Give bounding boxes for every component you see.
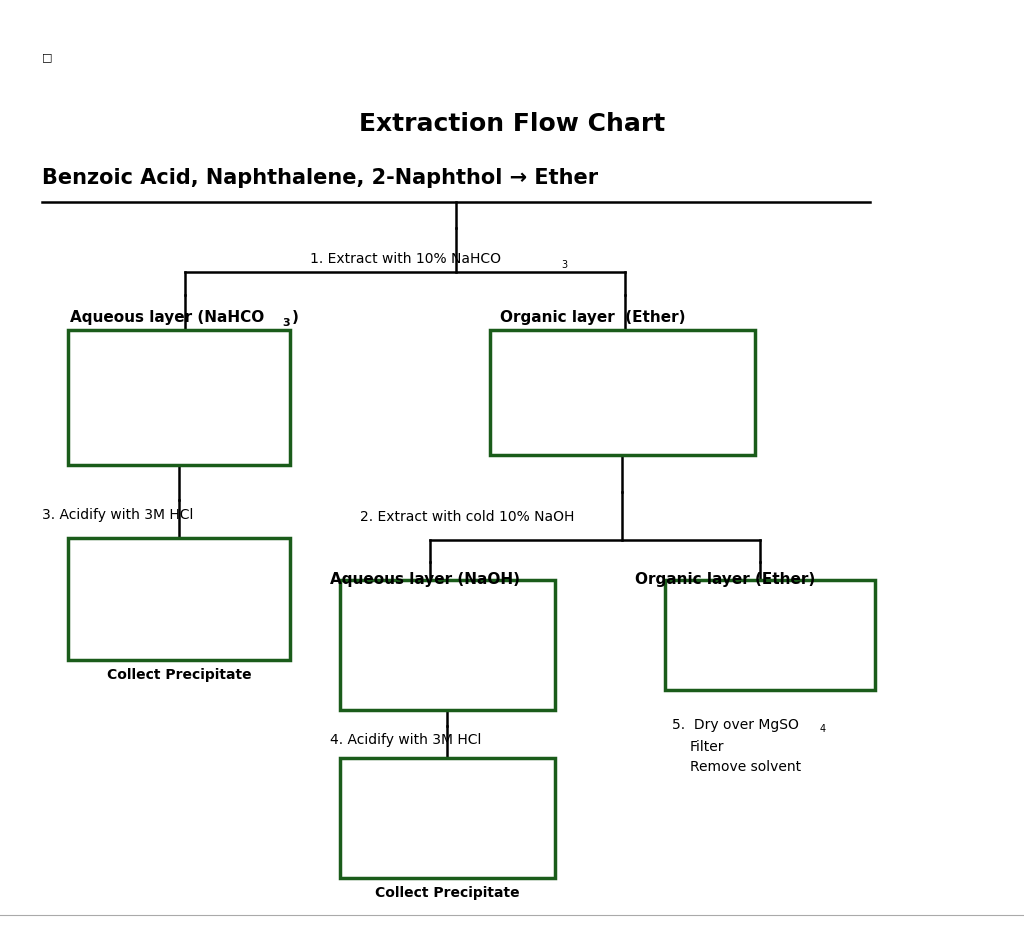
- Text: 3: 3: [282, 318, 290, 328]
- Text: 3. Acidify with 3M HCl: 3. Acidify with 3M HCl: [42, 508, 194, 522]
- Text: Filter: Filter: [690, 740, 725, 754]
- Text: Aqueous layer (NaHCO: Aqueous layer (NaHCO: [70, 310, 264, 325]
- Text: ): ): [292, 310, 299, 325]
- Text: 5.  Dry over MgSO: 5. Dry over MgSO: [672, 718, 799, 732]
- Text: 1. Extract with 10% NaHCO: 1. Extract with 10% NaHCO: [310, 252, 501, 266]
- Text: □: □: [42, 52, 52, 62]
- Text: Collect Precipitate: Collect Precipitate: [375, 886, 519, 900]
- Text: Benzoic Acid, Naphthalene, 2-Naphthol → Ether: Benzoic Acid, Naphthalene, 2-Naphthol → …: [42, 168, 598, 188]
- Bar: [340, 758, 555, 878]
- Bar: [340, 580, 555, 710]
- Text: Collect Precipitate: Collect Precipitate: [106, 668, 251, 682]
- Text: Remove solvent: Remove solvent: [690, 760, 801, 774]
- Bar: [68, 330, 290, 465]
- Text: Extraction Flow Chart: Extraction Flow Chart: [358, 112, 666, 136]
- Text: 2. Extract with cold 10% NaOH: 2. Extract with cold 10% NaOH: [360, 510, 574, 524]
- Text: Organic layer  (Ether): Organic layer (Ether): [500, 310, 685, 325]
- Text: Aqueous layer (NaOH): Aqueous layer (NaOH): [330, 572, 520, 587]
- Text: 4. Acidify with 3M HCl: 4. Acidify with 3M HCl: [330, 733, 481, 747]
- Text: 3: 3: [561, 260, 567, 270]
- Bar: [665, 580, 874, 690]
- Text: Organic layer (Ether): Organic layer (Ether): [635, 572, 815, 587]
- Text: 4: 4: [820, 724, 826, 734]
- Bar: [490, 330, 755, 455]
- Bar: [68, 538, 290, 660]
